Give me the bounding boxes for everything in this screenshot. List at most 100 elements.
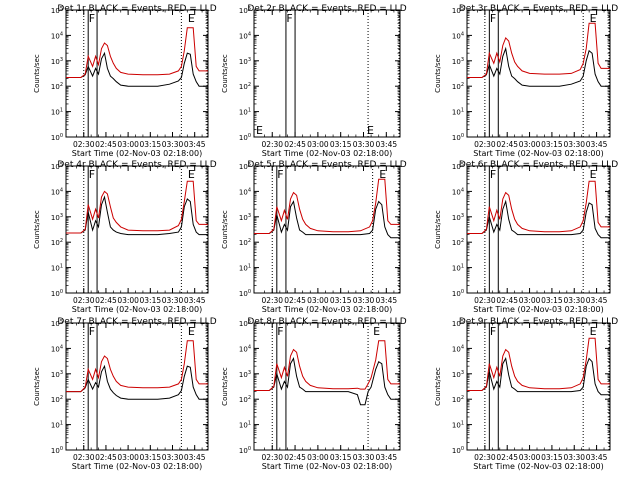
plot-frame: [466, 9, 611, 138]
series-lld: [467, 180, 610, 234]
marker-label-e: E: [188, 325, 195, 338]
x-tick-label: 03:45: [586, 453, 608, 462]
x-tick-label: 03:00: [519, 296, 541, 305]
panel-1: Det 1r BLACK = Events, RED = LLD 100 101 10…: [33, 4, 217, 158]
x-tick-label: 03:30: [162, 296, 184, 305]
series-lld: [66, 340, 208, 393]
marker-label-f: F: [277, 325, 283, 338]
y-axis-label: Counts/sec: [33, 54, 41, 93]
marker-label-e: E: [367, 124, 374, 137]
x-axis-label: Start Time (02-Nov-03 02:18:00): [473, 149, 603, 158]
series-events: [254, 357, 400, 406]
marker-label-f: F: [490, 168, 496, 181]
panel-9: Det 9r BLACK = Events, RED = LLD 100 101 10…: [434, 317, 618, 471]
x-tick-label: 03:30: [563, 140, 585, 149]
series-lld: [66, 27, 208, 78]
y-tick-label: 103: [51, 213, 63, 222]
panel-4: Det 4r BLACK = Events, RED = LLD 100 101 10…: [33, 160, 217, 314]
panel-8: Det 8r BLACK = Events, RED = LLD 100 101 10…: [221, 317, 407, 471]
series-events: [467, 357, 610, 396]
y-tick-label: 101: [51, 108, 63, 117]
series-events: [66, 51, 208, 87]
x-axis-label: Start Time (02-Nov-03 02:18:00): [262, 305, 392, 314]
y-tick-label: 101: [51, 264, 63, 273]
series-lld: [254, 340, 400, 391]
panel-7: Det 7r BLACK = Events, RED = LLD 100 101 10…: [33, 317, 217, 471]
y-tick-label: 104: [51, 31, 63, 40]
x-tick-label: 03:15: [541, 453, 563, 462]
x-tick-label: 03:00: [519, 453, 541, 462]
x-tick-label: 03:45: [586, 140, 608, 149]
y-tick-label: 100: [239, 446, 251, 455]
x-tick-label: 03:15: [330, 140, 352, 149]
panel-title: Det 7r BLACK = Events, RED = LLD: [57, 317, 216, 327]
x-tick-label: 03:15: [541, 140, 563, 149]
y-tick-label: 100: [452, 133, 464, 142]
x-tick-label: 02:45: [496, 453, 518, 462]
marker-label-f: F: [89, 12, 95, 25]
plot-frame: [253, 165, 401, 294]
y-tick-label: 103: [239, 213, 251, 222]
x-tick-label: 02:30: [474, 453, 496, 462]
y-tick-label: 104: [239, 31, 251, 40]
x-tick-label: 03:30: [162, 453, 184, 462]
x-axis-label: Start Time (02-Nov-03 02:18:00): [262, 149, 392, 158]
y-tick-label: 105: [452, 162, 464, 171]
y-tick-label: 102: [239, 238, 251, 247]
x-tick-label: 02:30: [261, 453, 283, 462]
marker-label-e: E: [373, 325, 380, 338]
panel-title: Det 9r BLACK = Events, RED = LLD: [459, 317, 618, 327]
marker-label-e: E: [590, 168, 597, 181]
x-tick-label: 02:30: [73, 140, 95, 149]
y-tick-label: 101: [239, 421, 251, 430]
x-tick-label: 02:45: [284, 296, 306, 305]
y-tick-label: 103: [452, 370, 464, 379]
marker-label-f: F: [490, 325, 496, 338]
x-tick-label: 03:45: [184, 296, 206, 305]
panel-title: Det 1r BLACK = Events, RED = LLD: [57, 4, 216, 14]
y-tick-label: 102: [51, 82, 63, 91]
series-events: [254, 200, 400, 239]
x-tick-label: 03:30: [563, 453, 585, 462]
y-tick-label: 103: [239, 370, 251, 379]
x-tick-label: 03:15: [330, 453, 352, 462]
panel-3: Det 3r BLACK = Events, RED = LLD 100 101 10…: [434, 4, 618, 158]
y-tick-label: 100: [51, 289, 63, 298]
panel-title: Det 5r BLACK = Events, RED = LLD: [247, 160, 406, 170]
y-tick-label: 105: [51, 6, 63, 15]
y-tick-label: 105: [239, 6, 251, 15]
y-tick-label: 103: [452, 57, 464, 66]
y-tick-label: 102: [452, 238, 464, 247]
x-tick-label: 03:00: [117, 140, 139, 149]
plot-frame: [65, 9, 209, 138]
x-tick-label: 02:45: [95, 140, 117, 149]
marker-label-f: F: [277, 168, 283, 181]
y-tick-label: 104: [239, 344, 251, 353]
x-tick-label: 03:30: [162, 140, 184, 149]
y-tick-label: 102: [452, 82, 464, 91]
x-tick-label: 02:45: [496, 140, 518, 149]
y-tick-label: 100: [239, 289, 251, 298]
x-tick-label: 03:15: [140, 453, 162, 462]
y-axis-label: Counts/sec: [221, 54, 229, 93]
panel-5: Det 5r BLACK = Events, RED = LLD 100 101 10…: [221, 160, 407, 314]
marker-label-e: E: [379, 168, 386, 181]
x-tick-label: 03:30: [353, 140, 375, 149]
series-events: [66, 195, 208, 236]
x-tick-label: 02:45: [95, 453, 117, 462]
y-tick-label: 104: [452, 187, 464, 196]
panel-title: Det 6r BLACK = Events, RED = LLD: [459, 160, 618, 170]
marker-label-f: F: [89, 168, 95, 181]
x-tick-label: 03:45: [376, 140, 398, 149]
panel-title: Det 8r BLACK = Events, RED = LLD: [247, 317, 406, 327]
y-tick-label: 100: [51, 446, 63, 455]
x-tick-label: 03:00: [519, 140, 541, 149]
marker-label-e: E: [590, 325, 597, 338]
y-tick-label: 103: [452, 213, 464, 222]
x-tick-label: 03:30: [353, 453, 375, 462]
y-tick-label: 101: [452, 264, 464, 273]
marker-label-e: E: [590, 12, 597, 25]
x-tick-label: 03:15: [140, 140, 162, 149]
x-tick-label: 02:30: [474, 140, 496, 149]
